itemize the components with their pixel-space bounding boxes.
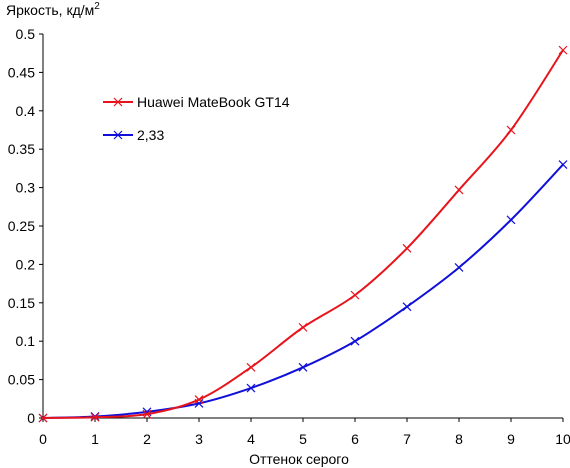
x-tick-label: 0 xyxy=(39,431,47,447)
axes: 0 0.05 0.1 0.15 0.2 0.25 0.3 0.35 0.4 0.45 0.5 0 1 2 3… xyxy=(8,26,570,447)
data-point xyxy=(298,322,308,332)
data-point xyxy=(90,412,100,422)
series-0 xyxy=(38,45,568,423)
data-point xyxy=(350,336,360,346)
data-point xyxy=(506,125,516,135)
series-1 xyxy=(38,160,568,423)
y-tick-label: 0.3 xyxy=(16,180,36,196)
legend-label: Huawei MateBook GT14 xyxy=(137,94,290,110)
data-point xyxy=(454,185,464,195)
y-tick-label: 0.35 xyxy=(8,141,35,157)
y-tick-label: 0 xyxy=(27,410,35,426)
series-layer xyxy=(38,45,568,423)
x-tick-label: 4 xyxy=(247,431,255,447)
data-point xyxy=(454,263,464,272)
x-tick-label: 2 xyxy=(143,431,151,447)
y-tick-label: 0.15 xyxy=(8,295,35,311)
series-line xyxy=(42,163,564,419)
y-tick-label: 0.25 xyxy=(8,218,35,234)
legend-label: 2,33 xyxy=(137,127,164,143)
data-point xyxy=(194,395,204,404)
legend-entry-0: Huawei MateBook GT14 xyxy=(103,94,290,110)
x-tick-label: 5 xyxy=(299,431,307,447)
series-line xyxy=(42,49,564,419)
y-tick-label: 0.05 xyxy=(8,372,35,388)
data-point xyxy=(558,45,568,55)
y-tick-label: 0.45 xyxy=(8,64,35,80)
x-tick-label: 1 xyxy=(91,431,99,447)
legend-marker xyxy=(113,130,123,140)
x-tick-label: 10 xyxy=(555,431,570,447)
legend-entry-1: 2,33 xyxy=(103,127,164,143)
data-point xyxy=(402,302,412,312)
data-point xyxy=(402,243,412,253)
data-point xyxy=(350,290,360,300)
data-point xyxy=(142,409,152,419)
y-axis-title: Яркость, кд/м2 xyxy=(6,1,100,18)
x-tick-label: 6 xyxy=(351,431,359,447)
data-point xyxy=(38,413,48,423)
data-point xyxy=(506,215,516,225)
y-tick-label: 0.5 xyxy=(16,26,36,42)
y-tick-label: 0.1 xyxy=(16,333,36,349)
legend-marker xyxy=(113,97,123,107)
data-point xyxy=(558,160,568,169)
data-point xyxy=(246,383,256,393)
legend: Huawei MateBook GT14 2,33 xyxy=(103,94,290,143)
data-point xyxy=(298,362,308,372)
x-tick-label: 7 xyxy=(403,431,411,447)
x-tick-label: 8 xyxy=(455,431,463,447)
x-axis-title: Оттенок серого xyxy=(249,451,349,467)
x-tick-label: 9 xyxy=(507,431,515,447)
y-tick-label: 0.4 xyxy=(16,103,36,119)
data-point xyxy=(246,362,256,372)
y-tick-label: 0.2 xyxy=(16,256,36,272)
x-tick-label: 3 xyxy=(195,431,203,447)
